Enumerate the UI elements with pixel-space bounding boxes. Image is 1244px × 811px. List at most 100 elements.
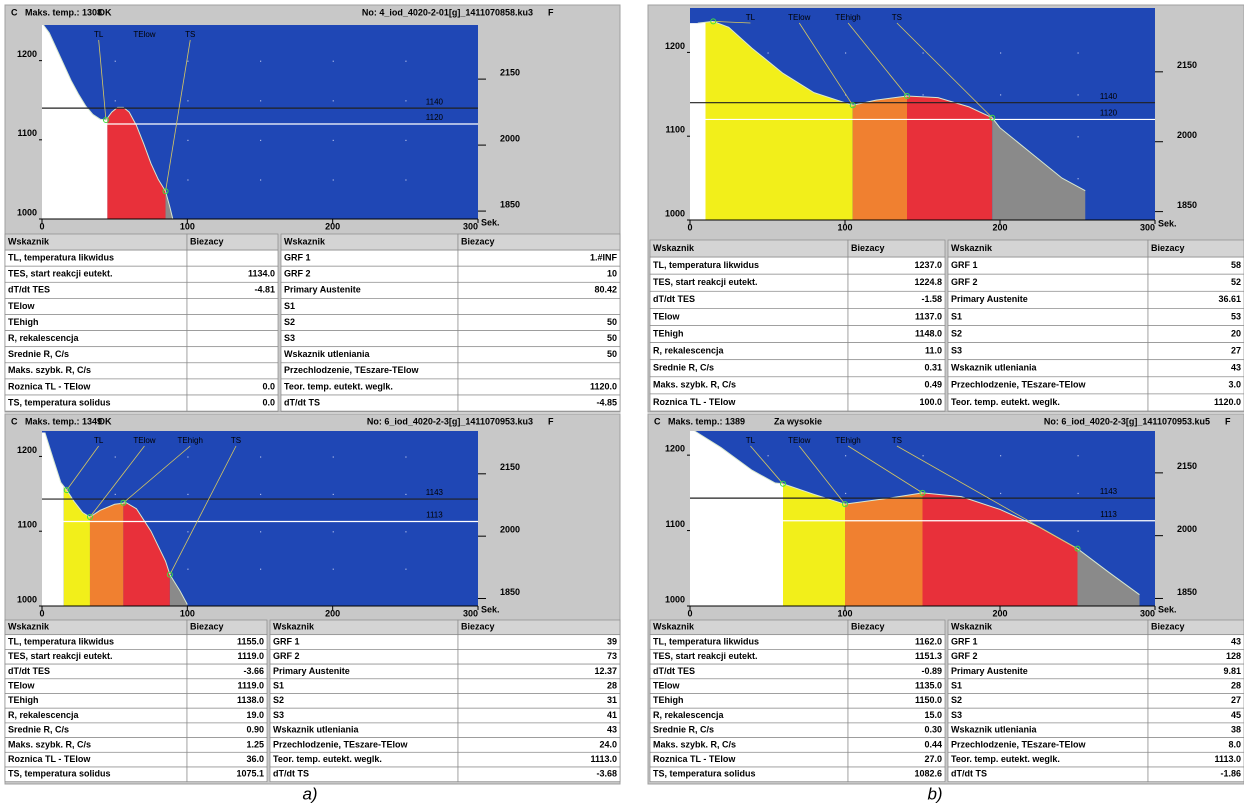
region (992, 117, 1086, 220)
x-tick-label: 0 (687, 222, 692, 232)
cell (457, 314, 621, 331)
cell-value: 28 (1231, 681, 1241, 691)
grid-dot (332, 531, 334, 533)
annotation-leader (798, 22, 854, 106)
cell-value: -4.85 (596, 397, 617, 407)
cell (186, 362, 279, 380)
column-header: Biezacy (190, 622, 224, 632)
column-header: Wskaznik (8, 622, 50, 632)
annotation-point (849, 102, 856, 109)
y-tick-label: 1000 (17, 207, 37, 217)
grid-dot (260, 100, 262, 102)
annotation-point (710, 18, 717, 25)
row-label: Roznica TL - TElow (8, 754, 91, 764)
region (123, 502, 170, 606)
cell (186, 346, 279, 364)
y2-tick-label: 2000 (1177, 130, 1197, 140)
row-label: Wskaznik utleniania (284, 349, 371, 359)
header-max-temp: Maks. temp.: 1389 (668, 416, 745, 426)
row-label: GRF 1 (951, 636, 978, 646)
y-tick-label: 1000 (665, 594, 685, 604)
h-line-label: 1140 (426, 97, 444, 106)
cell-value: 50 (607, 317, 617, 327)
header-unit: C (654, 416, 661, 426)
cell (947, 325, 1149, 343)
annotation-point (1074, 545, 1081, 552)
cell (1147, 722, 1244, 738)
row-label: dT/dt TES (8, 285, 50, 295)
cell (1147, 707, 1244, 724)
row-label: Maks. szybk. R, C/s (8, 365, 91, 375)
header-status: OK (98, 7, 112, 17)
row-label: GRF 1 (284, 253, 311, 263)
annotation-label: TS (185, 30, 195, 39)
cell-value: 1150.0 (915, 695, 942, 705)
y-tick-label: 1000 (17, 594, 37, 604)
cell (847, 766, 946, 783)
cell-value: 1134.0 (248, 269, 275, 279)
x-tick-label: 0 (39, 608, 44, 618)
cell-value: 1113.0 (1214, 754, 1241, 764)
cell-value: -3.66 (243, 666, 264, 676)
grid-dot (187, 456, 189, 458)
cell-value: 1119.0 (237, 681, 264, 691)
grid-dot (1000, 492, 1002, 495)
cell (186, 330, 279, 348)
annotation-label: TS (892, 436, 902, 445)
column-header: Wskaznik (284, 236, 326, 246)
header-unit: F (548, 416, 554, 426)
h-line-label: 1143 (1100, 487, 1118, 496)
row-label: GRF 2 (284, 269, 311, 279)
cell-value: 50 (607, 333, 617, 343)
cell-value: -4.81 (254, 285, 275, 295)
x-tick-label: 100 (180, 221, 195, 231)
cell (847, 393, 946, 412)
cell (280, 314, 459, 331)
cell (947, 342, 1149, 361)
cell (269, 678, 459, 694)
annotation-point (102, 117, 109, 124)
grid-dot (332, 100, 334, 102)
cell (457, 722, 621, 738)
row-label: Przechlodzenie, TEszare-TElow (951, 380, 1087, 390)
cell-value: 27 (1231, 695, 1241, 705)
row-label: Maks. szybk. R, C/s (653, 380, 736, 390)
annotation-point (842, 501, 848, 508)
grid-dot (260, 179, 262, 181)
row-label: S3 (951, 710, 962, 720)
grid-dot (922, 52, 924, 54)
h-line-label: 1120 (1100, 109, 1118, 118)
y2-tick-label: 2000 (500, 133, 520, 143)
row-label: Primary Austenite (951, 666, 1028, 676)
cell-value: 0.90 (246, 725, 264, 735)
annotation-leader (798, 445, 846, 505)
grid-dot (1077, 136, 1079, 138)
x-tick-label: 300 (463, 608, 478, 618)
cell (280, 330, 459, 348)
cell-value: 1155.0 (237, 636, 264, 646)
annotation-label: TL (746, 13, 756, 22)
grid-dot (405, 179, 407, 181)
cell (947, 649, 1149, 665)
grid-dot (405, 568, 407, 570)
cell (947, 273, 1149, 292)
cell-value: 1162.0 (915, 636, 942, 646)
annotation-label: TEhigh (178, 436, 203, 445)
annotation-point (166, 571, 173, 578)
y2-tick-label: 2000 (1177, 524, 1197, 534)
row-label: dT/dt TES (653, 294, 695, 304)
row-label: GRF 1 (951, 260, 978, 270)
grid-dot (187, 493, 189, 496)
x-tick-label: 100 (837, 222, 852, 232)
column-header: Biezacy (461, 236, 495, 246)
x-tick-label: 100 (180, 608, 195, 618)
grid-dot (845, 492, 847, 495)
row-label: dT/dt TES (653, 666, 695, 676)
cell-value: 9.81 (1223, 666, 1241, 676)
grid-dot (1000, 52, 1002, 54)
cell (457, 693, 621, 709)
cell-value: 15.0 (924, 710, 942, 720)
cell-value: 0.30 (924, 725, 942, 735)
cell (457, 394, 621, 412)
annotation-label: TL (746, 436, 756, 445)
